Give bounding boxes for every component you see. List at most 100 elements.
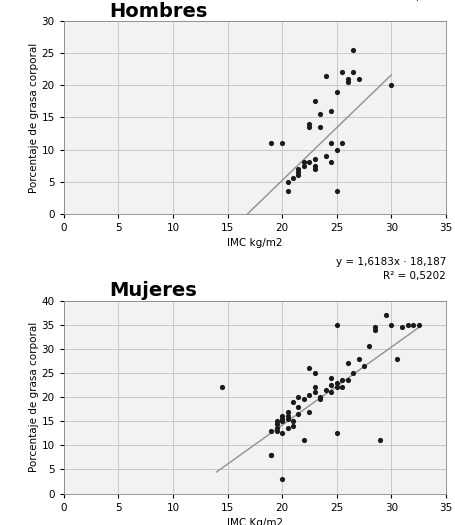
Y-axis label: Porcentaje de grasa corporal: Porcentaje de grasa corporal [29,43,39,193]
Point [284,412,291,421]
Point [268,139,275,148]
Point [311,162,318,170]
Point [371,326,379,334]
Point [355,354,362,363]
Point [328,158,335,166]
Point [295,410,302,418]
Text: y = 1,6183x · 18,187
R² = 0,5202: y = 1,6183x · 18,187 R² = 0,5202 [335,257,446,281]
Point [278,475,286,483]
Y-axis label: Porcentaje de grasa corporal: Porcentaje de grasa corporal [29,322,39,472]
Point [289,398,297,406]
Point [284,407,291,416]
Point [410,321,417,329]
Point [333,145,340,154]
Point [328,107,335,115]
Point [328,388,335,396]
Point [278,412,286,421]
Point [306,391,313,399]
Point [284,177,291,186]
Point [284,187,291,195]
Point [300,395,308,404]
Point [322,71,329,80]
Point [404,321,411,329]
Point [273,424,280,433]
Point [306,120,313,128]
Point [295,168,302,176]
Point [284,415,291,423]
Point [306,364,313,372]
Text: Hombres: Hombres [110,2,208,21]
Point [268,451,275,459]
Point [306,407,313,416]
Point [349,369,357,377]
Point [311,388,318,396]
Point [349,46,357,54]
Point [339,383,346,392]
X-axis label: IMC kg/m2: IMC kg/m2 [227,238,283,248]
Point [377,436,384,445]
Point [355,75,362,83]
Point [273,417,280,425]
Point [328,381,335,389]
Point [278,417,286,425]
Point [317,393,324,401]
Point [344,75,351,83]
Point [393,354,400,363]
Text: y = 1,6421x · 27,648
R² = 0,2937: y = 1,6421x · 27,648 R² = 0,2937 [335,0,446,2]
Point [268,427,275,435]
Point [311,155,318,163]
Point [333,88,340,96]
Point [328,139,335,148]
Point [273,427,280,435]
Point [322,386,329,394]
Point [311,369,318,377]
Point [289,174,297,183]
Point [333,383,340,392]
Point [306,158,313,166]
Point [339,139,346,148]
Point [360,362,368,370]
Point [317,110,324,119]
Point [311,165,318,173]
Point [218,383,226,392]
Point [388,81,395,89]
Point [289,417,297,425]
Point [289,422,297,430]
Point [278,429,286,437]
Point [366,342,373,351]
Point [349,68,357,77]
Point [399,323,406,331]
Point [295,171,302,180]
Point [333,429,340,437]
Point [415,321,422,329]
Point [344,376,351,384]
Point [268,451,275,459]
Point [295,403,302,411]
Point [339,68,346,77]
Point [295,165,302,173]
Point [333,187,340,195]
Point [284,424,291,433]
X-axis label: IMC Kg/m2: IMC Kg/m2 [227,518,283,525]
Point [306,123,313,131]
Point [295,393,302,401]
Point [344,359,351,368]
Point [339,376,346,384]
Point [388,321,395,329]
Point [311,383,318,392]
Point [322,152,329,160]
Point [371,323,379,331]
Point [278,415,286,423]
Point [300,162,308,170]
Point [311,97,318,106]
Point [317,123,324,131]
Point [317,395,324,404]
Point [278,139,286,148]
Point [300,436,308,445]
Point [333,379,340,387]
Point [344,78,351,86]
Text: Mujeres: Mujeres [110,281,197,300]
Point [333,321,340,329]
Point [382,311,389,319]
Point [328,374,335,382]
